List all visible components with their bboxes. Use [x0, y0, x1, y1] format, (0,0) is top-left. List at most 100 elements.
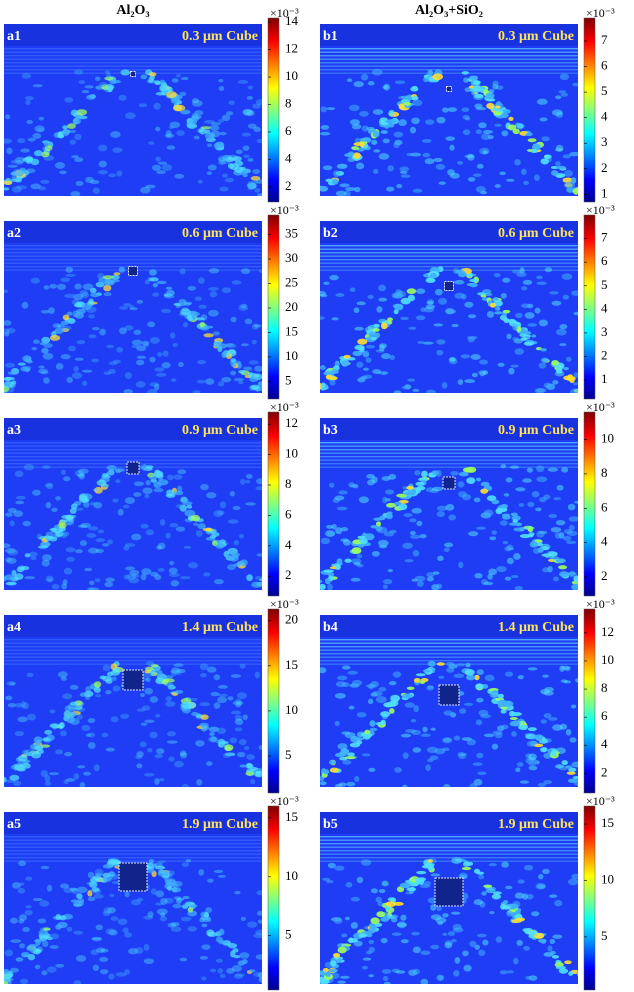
- speckle: [46, 884, 53, 892]
- speckle: [573, 311, 578, 316]
- stripe: [4, 656, 262, 658]
- speckle: [238, 533, 244, 539]
- colorbar-tick-label: 6: [285, 123, 292, 138]
- stripe: [4, 456, 262, 458]
- speckle: [534, 174, 540, 182]
- speckle: [207, 143, 213, 147]
- speckle: [571, 290, 578, 296]
- speckle: [547, 551, 558, 557]
- speckle: [144, 279, 151, 285]
- speckle: [488, 863, 497, 867]
- speckle: [197, 523, 206, 530]
- speckle: [91, 887, 100, 892]
- stripe: [320, 459, 578, 461]
- speckle: [102, 543, 109, 547]
- field-map: [320, 812, 578, 984]
- stripe: [320, 452, 578, 454]
- speckle: [340, 526, 349, 532]
- speckle: [381, 713, 389, 720]
- top-band: [4, 221, 262, 243]
- speckle: [362, 374, 373, 379]
- colorbar-tick-label: 20: [285, 299, 298, 314]
- colorbar-tick-label: 4: [601, 109, 608, 124]
- stripe: [4, 58, 262, 60]
- speckle: [471, 372, 478, 378]
- speckle: [426, 389, 436, 393]
- speckle: [221, 351, 227, 359]
- speckle: [361, 125, 369, 132]
- speckle: [378, 889, 386, 894]
- speckle: [16, 176, 23, 180]
- speckle: [337, 675, 348, 681]
- speckle: [213, 142, 220, 149]
- speckle: [539, 117, 548, 122]
- speckle: [175, 526, 186, 532]
- speckle: [78, 473, 85, 480]
- speckle: [26, 360, 33, 364]
- speckle: [104, 76, 114, 81]
- speckle: [93, 501, 103, 509]
- speckle: [62, 579, 68, 586]
- speckle: [231, 280, 242, 285]
- speckle: [473, 497, 481, 503]
- speckle: [225, 342, 235, 347]
- speckle: [94, 578, 101, 583]
- speckle: [226, 554, 233, 560]
- speckle: [490, 693, 498, 699]
- speckle: [473, 868, 481, 874]
- speckle: [30, 183, 41, 190]
- speckle: [30, 277, 40, 284]
- colorbar-multiplier: ×10⁻³: [270, 400, 299, 414]
- speckle: [561, 665, 571, 670]
- speckle: [39, 900, 50, 907]
- speckle: [347, 938, 359, 943]
- speckle: [161, 164, 173, 171]
- colorbar-multiplier: ×10⁻³: [270, 6, 299, 20]
- speckle: [90, 292, 100, 298]
- speckle: [576, 583, 578, 590]
- speckle: [427, 758, 434, 763]
- speckle: [258, 268, 262, 274]
- speckle: [560, 679, 568, 683]
- speckle: [54, 327, 64, 334]
- speckle: [371, 139, 378, 145]
- speckle: [384, 489, 395, 495]
- speckle: [198, 869, 205, 876]
- colorbar-tick-label: 4: [601, 736, 608, 751]
- speckle: [166, 145, 176, 150]
- panel-caption: 1.9 μm Cube: [182, 817, 258, 832]
- speckle: [416, 870, 427, 875]
- speckle: [502, 277, 511, 283]
- speckle: [331, 317, 339, 321]
- speckle: [475, 129, 483, 135]
- speckle: [548, 717, 558, 721]
- speckle: [118, 266, 126, 273]
- speckle: [40, 179, 50, 184]
- speckle: [455, 269, 465, 274]
- speckle: [431, 470, 440, 475]
- speckle: [10, 178, 22, 182]
- panel-caption: 0.6 μm Cube: [182, 226, 258, 241]
- speckle: [18, 918, 25, 924]
- speckle: [247, 183, 254, 187]
- speckle: [61, 514, 73, 519]
- speckle: [230, 363, 237, 367]
- speckle: [571, 873, 578, 880]
- speckle: [348, 705, 355, 710]
- speckle: [81, 724, 91, 732]
- speckle: [474, 944, 481, 950]
- speckle: [357, 338, 368, 345]
- speckle: [93, 488, 99, 492]
- colorbar-tick-label: 25: [285, 274, 298, 289]
- speckle: [141, 705, 151, 711]
- speckle: [139, 692, 145, 698]
- speckle: [416, 520, 423, 527]
- stripe: [320, 48, 578, 50]
- speckle: [32, 745, 43, 750]
- speckle: [87, 896, 96, 902]
- speckle: [156, 908, 168, 915]
- speckle: [184, 509, 196, 517]
- speckle: [210, 736, 217, 743]
- speckle: [143, 772, 155, 777]
- speckle: [437, 975, 444, 981]
